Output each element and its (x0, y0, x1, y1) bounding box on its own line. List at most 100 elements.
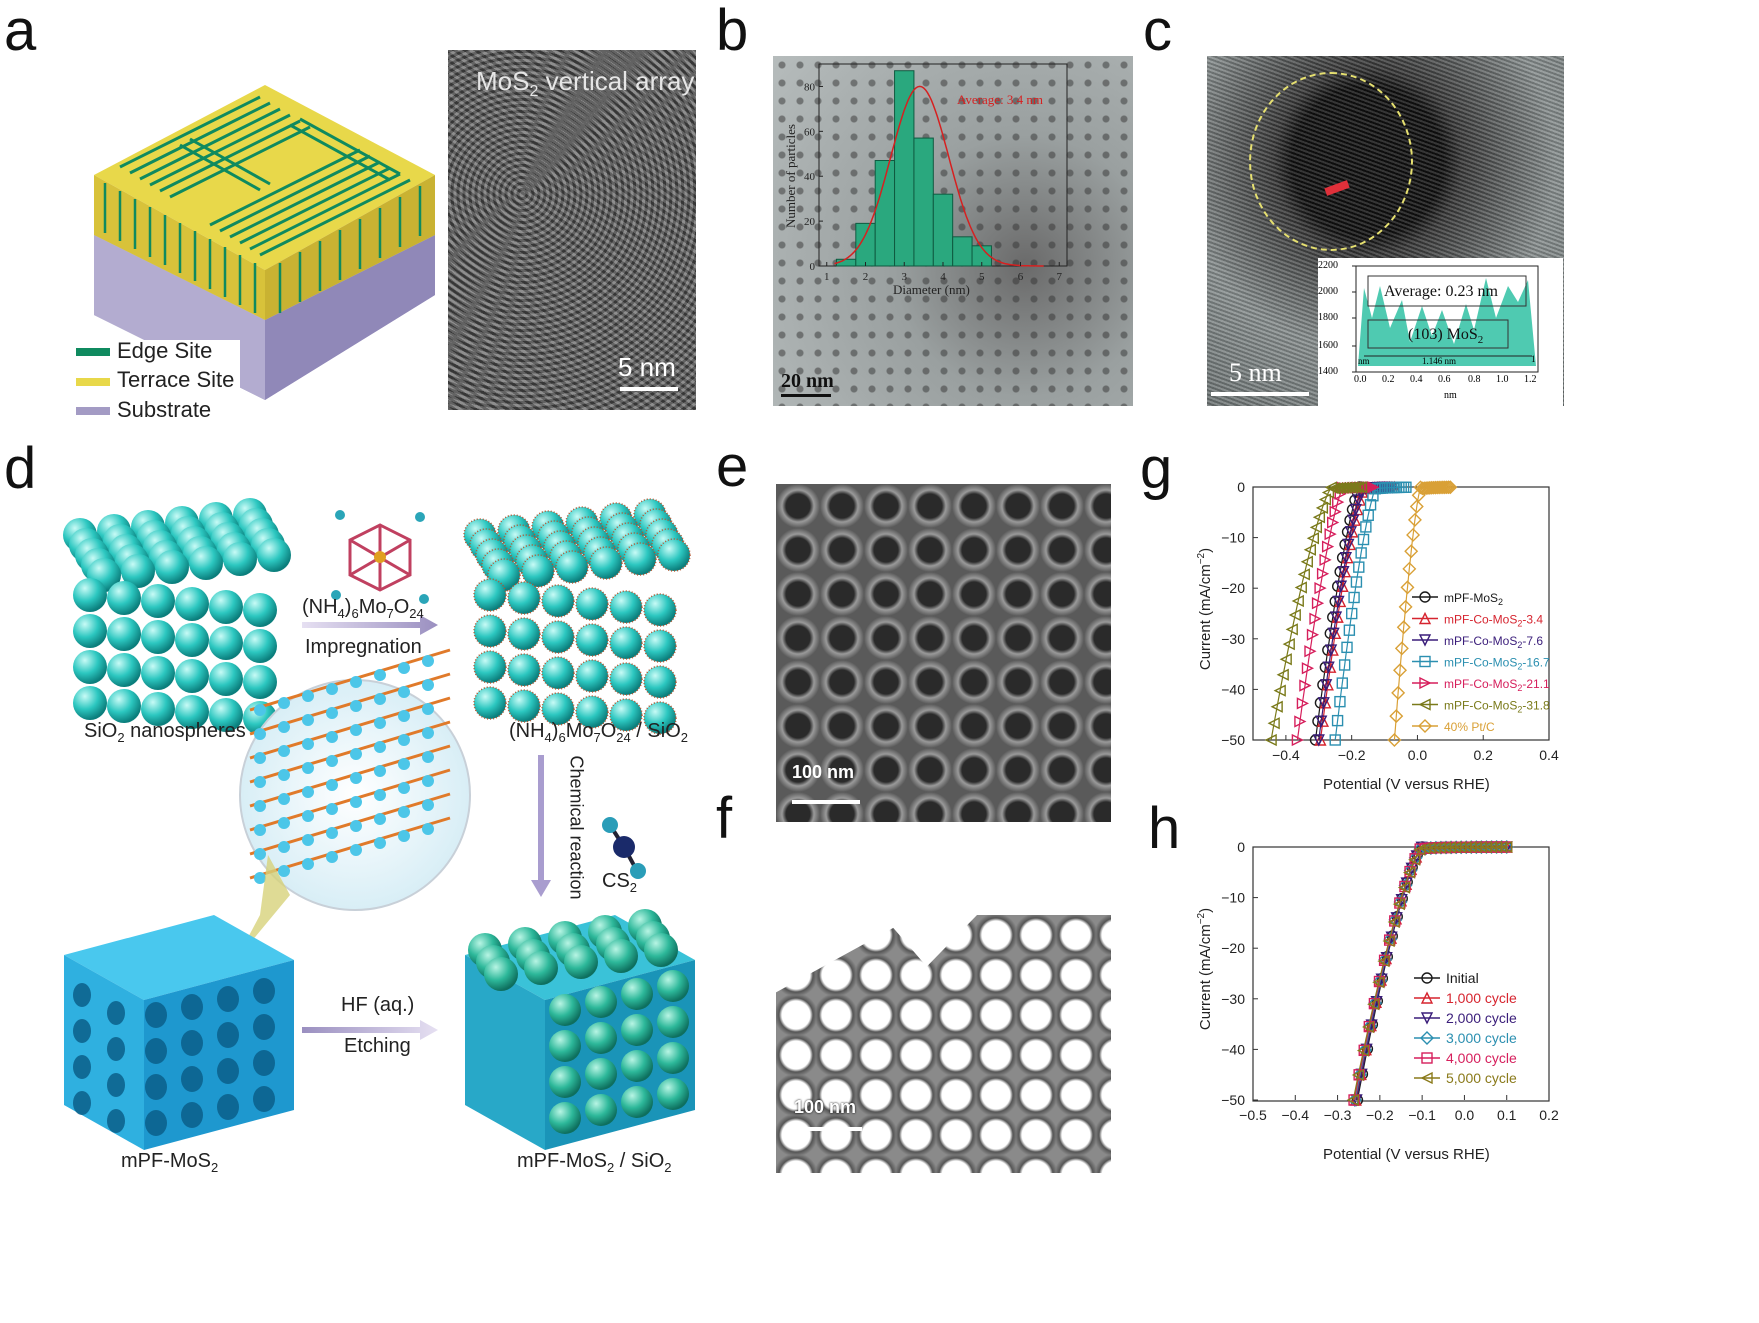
panel-label-c: c (1143, 0, 1172, 63)
g-legend-entry-2: mPF-Co-MoS2-7.6 (1412, 634, 1543, 650)
profile-xtick-4: 0.8 (1468, 374, 1481, 385)
histogram-average-annotation: Average: 3.4 nm (957, 92, 1044, 107)
histogram-xlabel: Diameter (nm) (893, 282, 970, 297)
h-ytick: −50 (1221, 1092, 1245, 1108)
scale-bar-label-f: 100 nm (794, 1097, 857, 1117)
h-legend-entry-2: 2,000 cycle (1414, 1010, 1517, 1026)
label-sio2-nanospheres: SiO2 nanospheres (84, 720, 246, 745)
h-ytick: −20 (1221, 940, 1245, 956)
label-cs2: CS2 (602, 870, 638, 895)
g-xtick: −0.4 (1272, 747, 1300, 763)
hist-xtick: 3 (902, 271, 908, 283)
hist-ytick: 20 (804, 216, 816, 228)
g-xtick: 0.2 (1473, 747, 1493, 763)
profile-xtick-0: 0.0 (1354, 374, 1367, 385)
profile-nm-right: 1 (1531, 354, 1536, 364)
mos2-vertical-array-tem-image: MoS2 vertical array 5 nm (448, 50, 696, 410)
hist-xtick: 4 (940, 271, 946, 283)
profile-xtick-1: 0.2 (1382, 374, 1395, 385)
h-ytick: −40 (1221, 1041, 1245, 1057)
panel-label-h: h (1148, 796, 1181, 861)
g-ytick: −50 (1221, 732, 1245, 748)
panel-label-f: f (716, 786, 733, 851)
g-legend-entry-3: mPF-Co-MoS2-16.7 (1412, 656, 1550, 672)
panel-label-g: g (1140, 436, 1173, 501)
hist-ytick: 0 (810, 261, 816, 273)
panel-label-a: a (4, 0, 37, 63)
hist-xtick: 6 (1018, 271, 1024, 283)
g-legend-entry-5: mPF-Co-MoS2-31.8 (1412, 698, 1550, 715)
g-xtick: −0.2 (1338, 747, 1366, 763)
g-series-6 (1387, 480, 1458, 747)
profile-nm-left: nm (1358, 356, 1370, 366)
scale-bar-label-a: 5 nm (618, 352, 676, 382)
profile-average: Average: 0.23 nm (1384, 283, 1498, 300)
g-ytick: −30 (1221, 631, 1245, 647)
label-precursor: (NH4)6Mo7O24 (302, 596, 424, 621)
hist-bar-1 (855, 222, 876, 267)
h-xtick: 0.1 (1497, 1107, 1517, 1123)
scale-bar-label-c: 5 nm (1229, 358, 1282, 387)
panel-label-d: d (4, 436, 37, 501)
h-xtick: 0.0 (1455, 1107, 1475, 1123)
profile-measure: 1.146 nm (1422, 356, 1457, 366)
tem-title: MoS2 vertical array (476, 66, 695, 101)
g-legend-label-0: mPF-MoS2 (1444, 591, 1503, 607)
h-series-5 (1346, 840, 1513, 1107)
h-legend-entry-5: 5,000 cycle (1414, 1070, 1517, 1086)
g-legend-entry-0: mPF-MoS2 (1412, 591, 1503, 607)
h-legend-label-4: 4,000 cycle (1446, 1050, 1517, 1066)
legend-edge-site: Edge Site (117, 338, 213, 363)
hist-xtick: 7 (1057, 271, 1063, 283)
synthesis-scheme (63, 498, 695, 1150)
g-legend-label-2: mPF-Co-MoS2-7.6 (1444, 634, 1543, 650)
h-ytick: −10 (1221, 890, 1245, 906)
size-histogram-inset: 0 20 40 60 80 1 2 3 4 5 6 7 (804, 63, 1068, 283)
xlabel-g: Potential (V versus RHE) (1323, 776, 1490, 793)
profile-ytick-2200: 2200 (1318, 260, 1338, 271)
g-legend-label-3: mPF-Co-MoS2-16.7 (1444, 656, 1550, 672)
label-impregnation: Impregnation (305, 636, 422, 658)
panel-label-b: b (716, 0, 749, 63)
stability-chart-h: −0.5 −0.4 −0.3 −0.2 −0.1 0.0 0.1 0.2 0 −10 −20 −30 −… (1221, 839, 1559, 1123)
xlabel-h: Potential (V versus RHE) (1323, 1146, 1490, 1163)
h-legend-entry-4: 4,000 cycle (1414, 1050, 1517, 1066)
h-legend-entry-3: 3,000 cycle (1414, 1030, 1517, 1046)
label-mpf-mos2: mPF-MoS2 (121, 1150, 219, 1175)
particle-outline-circle (1249, 72, 1413, 251)
hist-bar-4 (913, 137, 934, 267)
hollow-shell-tem-image: 100 nm (776, 835, 1111, 1173)
profile-xtick-5: 1.0 (1496, 374, 1509, 385)
scale-bar-label-e: 100 nm (792, 762, 855, 782)
porous-sem-image: 100 nm (776, 484, 1111, 822)
h-xtick: −0.2 (1366, 1107, 1394, 1123)
scale-bar-label-b: 20 nm (781, 370, 834, 392)
h-xtick: −0.3 (1324, 1107, 1352, 1123)
lsv-chart-g: −0.4 −0.2 0.0 0.2 0.4 0 −10 −20 −30 −40 −50 mPF-Mo… (1221, 479, 1559, 763)
g-ytick: 0 (1237, 479, 1245, 495)
ylabel-h: Current (mA/cm−2) (1196, 907, 1214, 1031)
label-impregnated-composite: (NH4)6Mo7O24 / SiO2 (509, 720, 688, 745)
scale-bar-f (796, 1127, 862, 1131)
ylabel-g: Current (mA/cm−2) (1196, 547, 1214, 671)
label-hf: HF (aq.) (341, 994, 415, 1016)
profile-xtick-6: 1.2 (1524, 374, 1537, 385)
h-legend-entry-0: Initial (1414, 970, 1479, 986)
profile-ytick-1600: 1600 (1318, 340, 1338, 351)
hist-xtick: 2 (863, 271, 869, 283)
h-legend-label-2: 2,000 cycle (1446, 1010, 1517, 1026)
scale-bar-a (620, 387, 678, 391)
edge-terrace-schematic (60, 85, 435, 455)
nanoparticle-tem-image: 20 nm (773, 56, 1133, 406)
profile-ytick-1800: 1800 (1318, 312, 1338, 323)
g-legend-entry-4: mPF-Co-MoS2-21.1 (1412, 676, 1550, 693)
g-legend-entry-1: mPF-Co-MoS2-3.4 (1412, 611, 1543, 629)
hist-bar-5 (932, 193, 954, 267)
g-ytick: −20 (1221, 580, 1245, 596)
hist-ytick: 40 (804, 171, 816, 183)
hist-ytick: 60 (804, 126, 816, 138)
g-series-2 (1312, 481, 1399, 747)
h-xtick: −0.4 (1281, 1107, 1309, 1123)
h-xtick: 0.2 (1539, 1107, 1559, 1123)
hist-xtick: 5 (979, 271, 985, 283)
